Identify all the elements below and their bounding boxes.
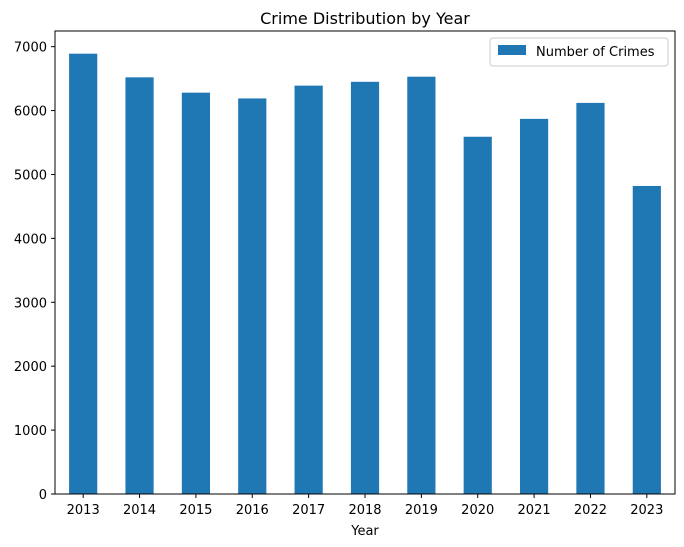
bar-2023 [632,185,661,494]
bar-2014 [125,77,154,494]
x-tick-label: 2018 [348,503,381,518]
x-tick-label: 2019 [405,503,438,518]
x-tick-label: 2021 [518,503,551,518]
legend-swatch [498,45,526,55]
bar-2013 [69,53,98,495]
bar-2015 [181,92,210,494]
bar-2019 [407,76,436,494]
y-tick-label: 0 [39,488,47,503]
y-tick-label: 5000 [14,168,47,183]
legend-label: Number of Crimes [536,45,655,60]
bar-2022 [576,102,605,494]
x-tick-label: 2022 [574,503,607,518]
legend-box [489,37,669,67]
x-tick-label: 2023 [630,503,663,518]
x-tick-label: 2020 [461,503,494,518]
y-tick-label: 4000 [14,232,47,247]
x-tick-label: 2017 [292,503,325,518]
bar-2017 [294,85,323,494]
bar-2020 [463,136,492,495]
bar-2018 [350,81,380,494]
x-tick-label: 2014 [123,503,156,518]
x-tick-label: 2016 [236,503,269,518]
x-tick-label: 2015 [179,503,212,518]
y-tick-label: 3000 [14,296,47,311]
legend: Number of Crimes [489,37,669,67]
bar-2021 [520,118,549,495]
plot-frame [54,30,676,495]
x-tick-label: 2013 [67,503,100,518]
chart-title: Crime Distribution by Year [260,9,470,28]
bar-2016 [238,98,267,494]
y-tick-label: 7000 [14,41,47,56]
y-tick-label: 1000 [14,424,47,439]
y-tick-label: 2000 [14,360,47,375]
y-tick-label: 6000 [14,105,47,120]
x-axis-label: Year [350,524,379,539]
plot-area: 0 1000 2000 3000 4000 5000 6000 7000 2013 2014 201… [14,41,663,518]
